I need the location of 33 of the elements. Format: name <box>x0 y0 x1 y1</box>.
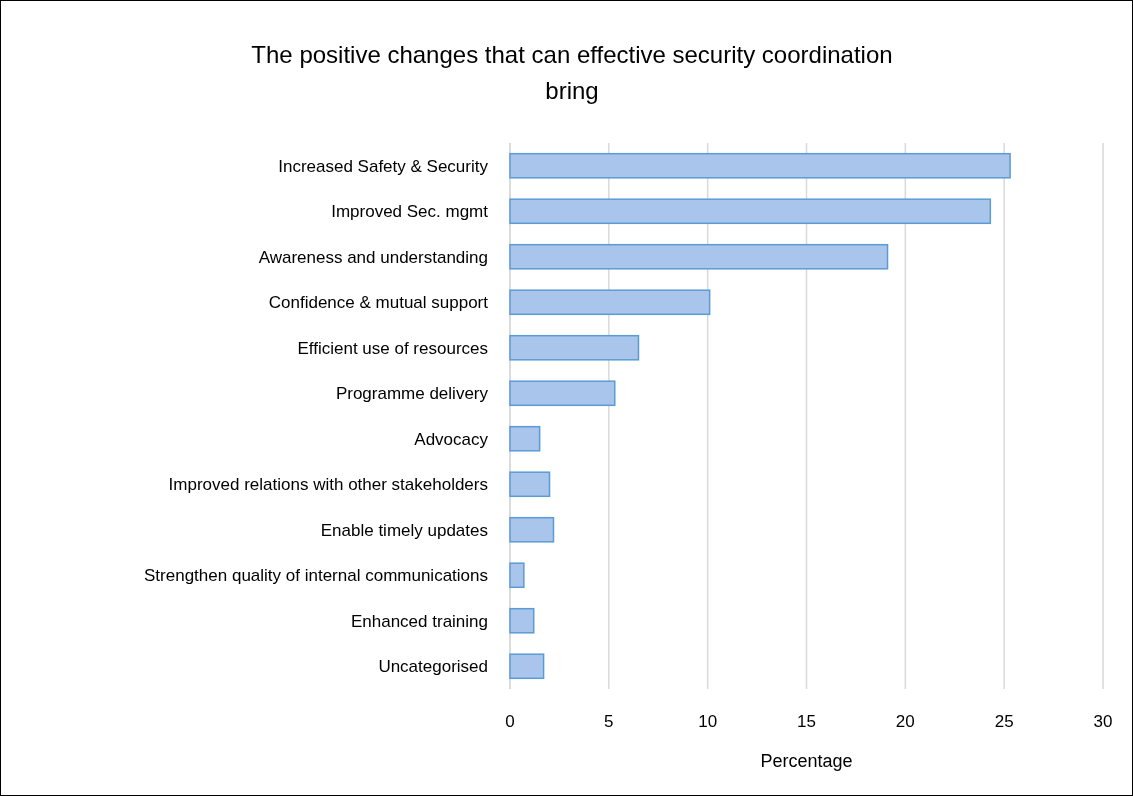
x-tick-label: 15 <box>797 712 816 731</box>
x-tick-label: 10 <box>698 712 718 731</box>
bar <box>509 653 545 680</box>
y-tick-label: Increased Safety & Security <box>278 156 489 176</box>
bar <box>509 562 525 589</box>
x-tick-label: 0 <box>505 712 515 731</box>
y-tick-label: Uncategorised <box>378 657 488 677</box>
bar <box>509 607 535 634</box>
x-axis-title: Percentage <box>760 751 853 771</box>
y-tick-label: Programme delivery <box>335 384 489 404</box>
bar <box>509 334 640 361</box>
y-tick-label: Improved Sec. mgmt <box>331 202 489 222</box>
y-tick-label: Enable timely updates <box>320 520 488 540</box>
y-tick-label: Strengthen quality of internal communications <box>144 566 488 586</box>
bar <box>509 425 541 452</box>
bar <box>509 243 889 270</box>
y-tick-label: Enhanced training <box>350 611 488 631</box>
y-tick-label: Improved relations with other stakeholders <box>168 475 488 495</box>
bar <box>509 516 555 543</box>
x-tick-label: 25 <box>994 712 1014 731</box>
x-tick-label: 30 <box>1093 712 1113 731</box>
x-tick-label: 5 <box>604 712 614 731</box>
y-tick-label: Awareness and understanding <box>258 247 488 267</box>
bar <box>509 152 1011 179</box>
y-tick-label: Advocacy <box>414 429 489 449</box>
y-tick-label: Efficient use of resources <box>297 338 488 358</box>
chart-title: The positive changes that can effective security coordination bring <box>251 41 893 104</box>
x-tick-label: 20 <box>895 712 915 731</box>
bar <box>509 289 711 316</box>
y-tick-label: Confidence & mutual support <box>268 293 489 313</box>
bar <box>509 198 992 225</box>
bar <box>509 380 616 407</box>
bar <box>509 471 551 498</box>
